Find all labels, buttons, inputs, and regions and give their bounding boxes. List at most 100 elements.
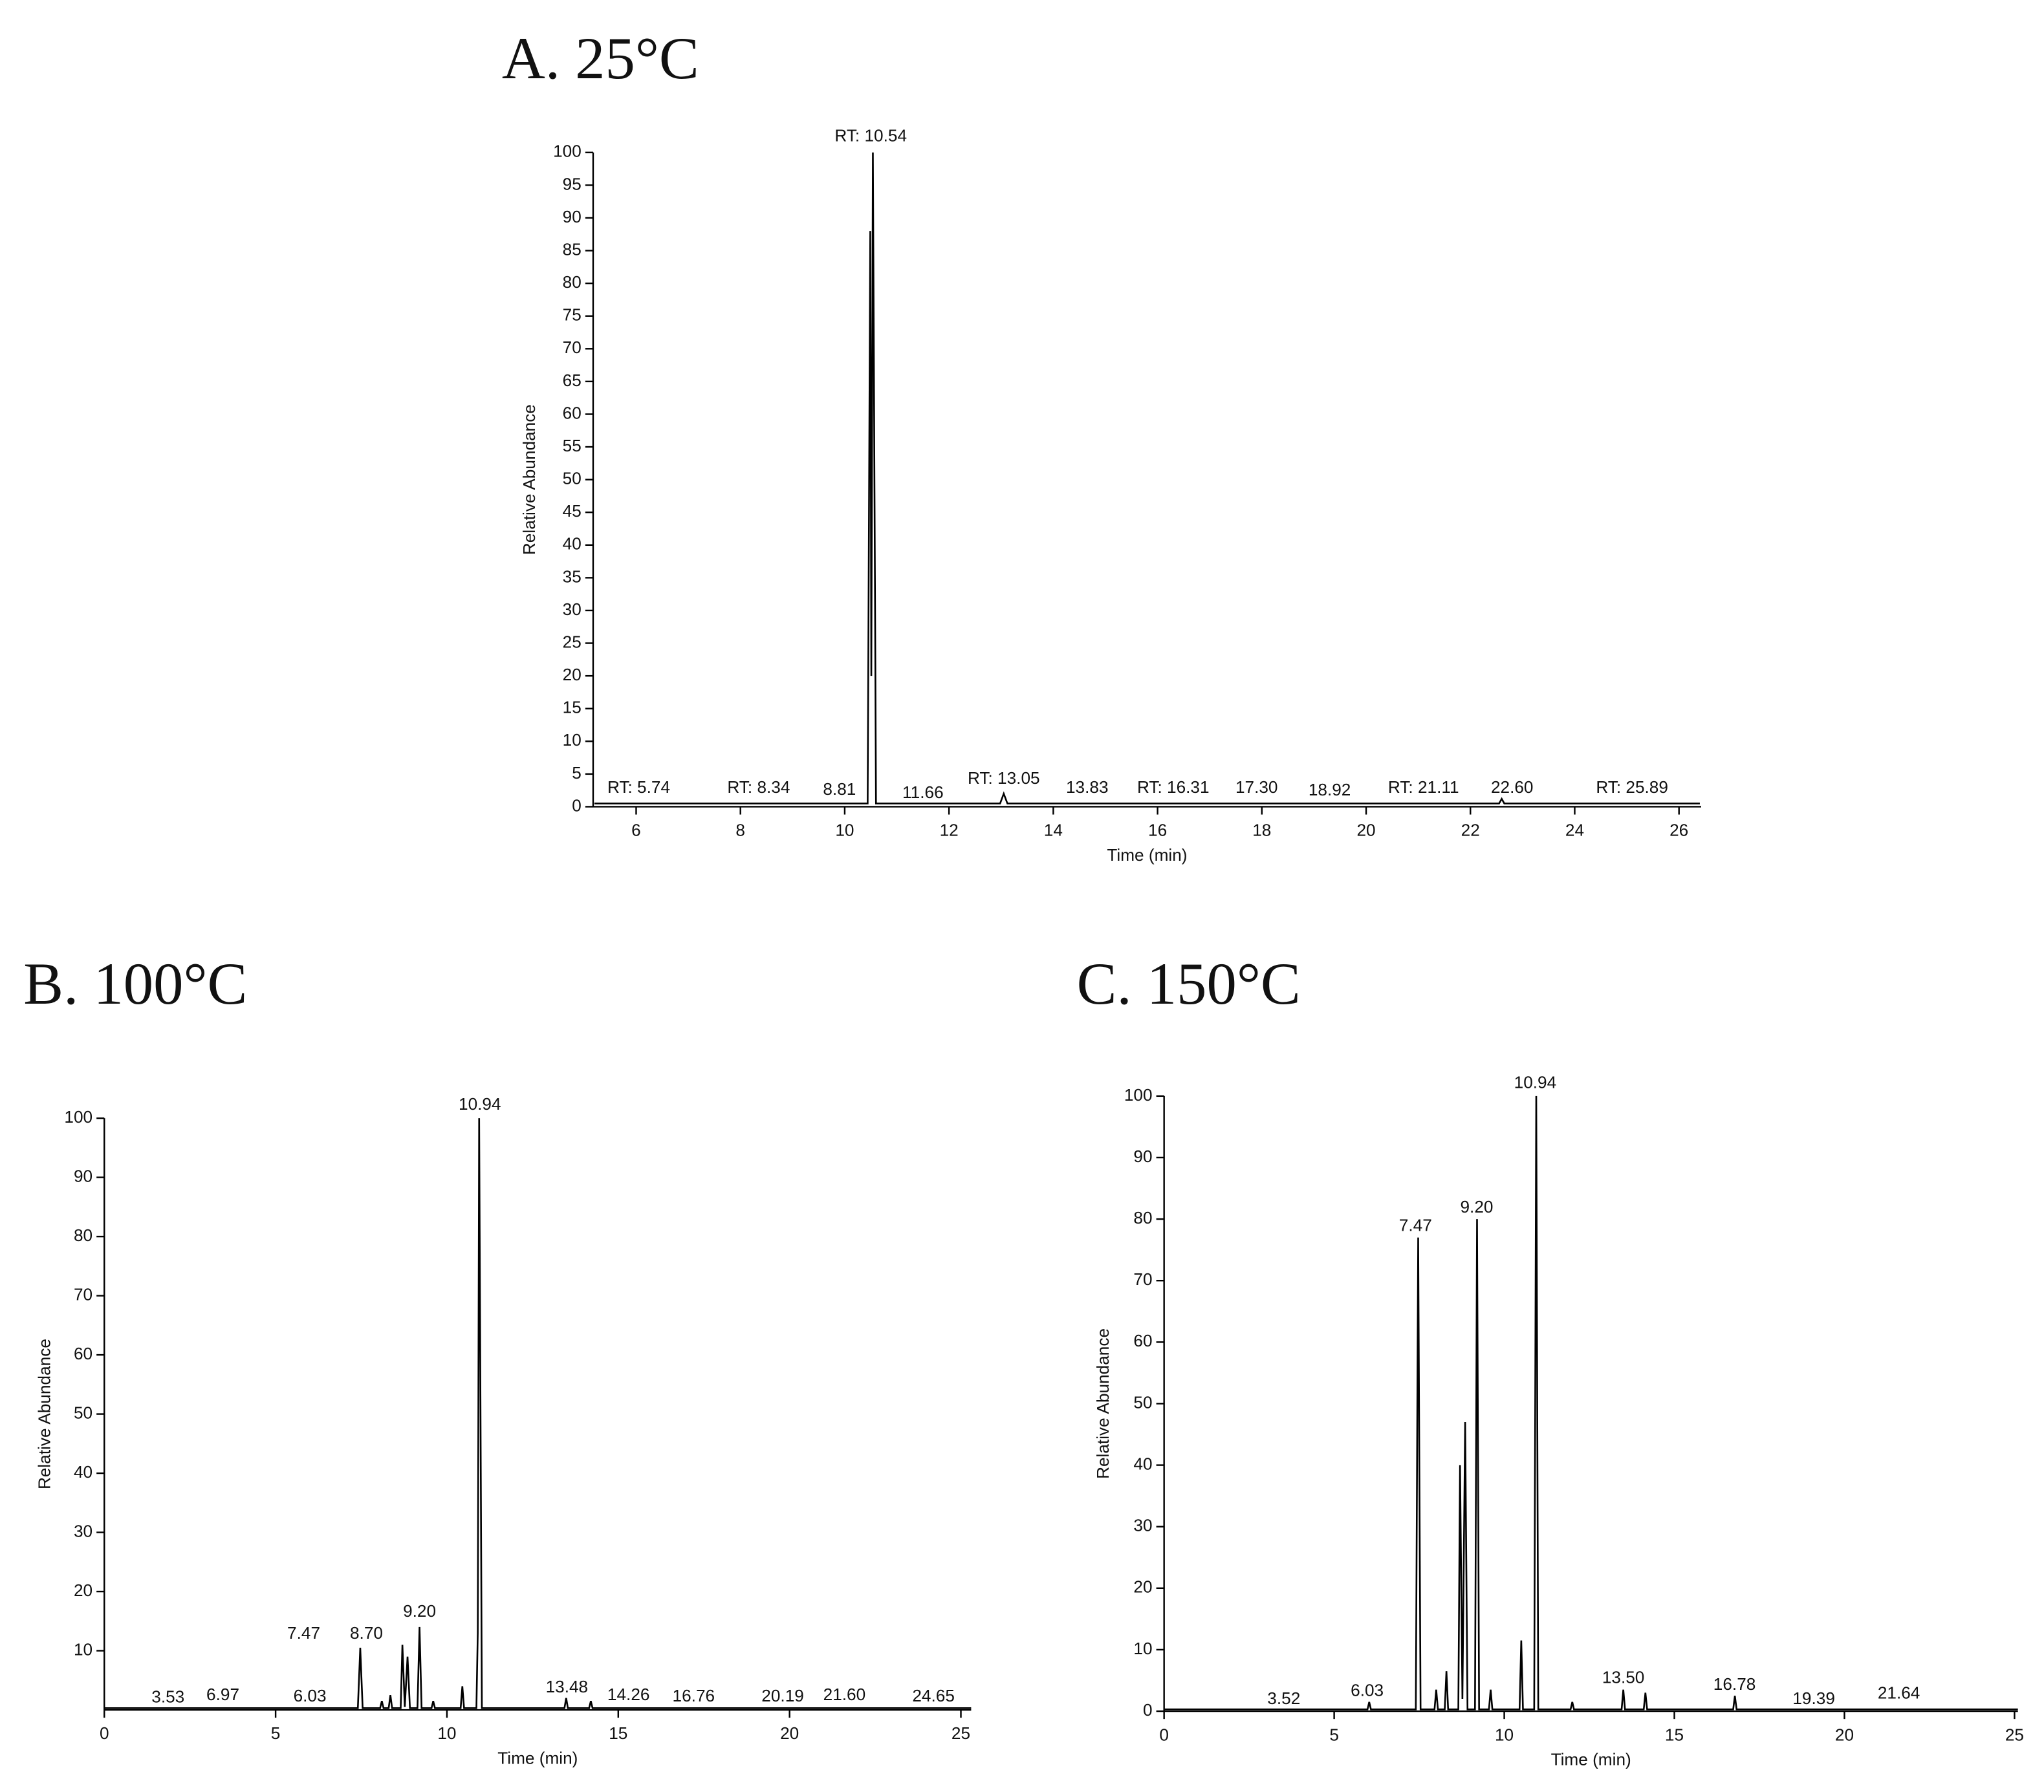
peak-label: RT: 16.31 [1137, 777, 1210, 797]
chart-title: C. 150°C [1077, 951, 1301, 1017]
peak-label: 20.19 [761, 1686, 804, 1705]
x-tick-label: 5 [1329, 1725, 1339, 1744]
chromatogram-trace [104, 1118, 972, 1709]
x-tick-label: 15 [1665, 1725, 1684, 1744]
y-tick-label: 100 [64, 1107, 92, 1127]
y-tick-label: 35 [563, 567, 582, 586]
y-tick-label: 70 [563, 338, 582, 357]
y-tick-label: 30 [1133, 1516, 1152, 1535]
peak-label: 8.70 [350, 1623, 383, 1643]
peak-label: 13.83 [1066, 777, 1109, 797]
y-tick-label: 100 [553, 142, 582, 161]
x-tick-label: 12 [940, 821, 959, 840]
y-tick-label: 80 [1133, 1208, 1152, 1227]
peak-label: 19.39 [1792, 1689, 1835, 1708]
peak-label: 7.47 [1399, 1215, 1432, 1235]
x-tick-label: 20 [780, 1723, 799, 1743]
x-tick-label: 22 [1461, 821, 1480, 840]
y-tick-label: 0 [1143, 1700, 1153, 1720]
peak-label: RT: 13.05 [968, 768, 1040, 788]
x-tick-label: 0 [100, 1723, 109, 1743]
y-tick-label: 10 [563, 730, 582, 750]
peak-label: 9.20 [1460, 1197, 1493, 1216]
peak-label: 7.47 [287, 1623, 320, 1643]
y-tick-label: 60 [74, 1344, 92, 1363]
x-tick-label: 10 [437, 1723, 456, 1743]
peak-label: 16.78 [1713, 1674, 1756, 1694]
chromatogram-trace [1164, 1096, 2018, 1711]
y-tick-label: 10 [74, 1639, 92, 1659]
x-tick-label: 10 [835, 821, 854, 840]
y-tick-label: 40 [74, 1462, 92, 1482]
peak-label: 17.30 [1235, 777, 1278, 797]
y-tick-label: 80 [563, 272, 582, 292]
peak-label: 10.94 [1514, 1073, 1557, 1092]
y-tick-label: 20 [74, 1581, 92, 1600]
x-tick-label: 5 [271, 1723, 281, 1743]
peak-label: 9.20 [403, 1601, 436, 1621]
x-tick-label: 20 [1356, 821, 1375, 840]
y-axis-label: Relative Abundance [1093, 1328, 1113, 1479]
y-tick-label: 30 [563, 599, 582, 619]
x-axis-label: Time (min) [1551, 1750, 1631, 1769]
y-tick-label: 30 [74, 1521, 92, 1540]
peak-label: 22.60 [1491, 777, 1534, 797]
x-tick-label: 15 [609, 1723, 627, 1743]
x-tick-label: 20 [1835, 1725, 1854, 1744]
x-axis-label: Time (min) [497, 1749, 578, 1768]
y-tick-label: 75 [563, 305, 582, 325]
chart-title: A. 25°C [502, 25, 699, 92]
x-axis-label: Time (min) [1107, 845, 1187, 865]
peak-label: 6.03 [294, 1686, 327, 1705]
y-tick-label: 55 [563, 436, 582, 455]
peak-label: RT: 10.54 [834, 125, 907, 145]
peak-label: 21.64 [1878, 1683, 1920, 1702]
peak-label: RT: 21.11 [1388, 777, 1459, 797]
peak-label: 3.53 [151, 1687, 184, 1707]
y-tick-label: 95 [563, 174, 582, 193]
x-tick-label: 10 [1495, 1725, 1514, 1744]
y-tick-label: 60 [1133, 1331, 1152, 1350]
y-tick-label: 5 [572, 763, 582, 783]
y-tick-label: 70 [74, 1285, 92, 1304]
x-tick-label: 16 [1148, 821, 1167, 840]
x-tick-label: 26 [1669, 821, 1688, 840]
peak-label: 13.48 [546, 1677, 589, 1696]
y-tick-label: 40 [563, 534, 582, 554]
y-tick-label: 50 [563, 469, 582, 488]
peak-label: RT: 25.89 [1596, 777, 1668, 797]
peak-label: RT: 5.74 [607, 777, 670, 797]
x-tick-label: 25 [2005, 1725, 2024, 1744]
y-tick-label: 70 [1133, 1269, 1152, 1289]
peak-label: 11.66 [902, 783, 944, 802]
chromatogram-trace [594, 152, 1700, 804]
peak-label: 16.76 [673, 1686, 715, 1705]
peak-label: 21.60 [823, 1685, 866, 1704]
y-tick-label: 100 [1124, 1085, 1153, 1105]
peak-label: 6.03 [1351, 1681, 1384, 1700]
peak-label: RT: 8.34 [727, 777, 790, 797]
x-tick-label: 0 [1159, 1725, 1169, 1744]
y-tick-label: 15 [563, 698, 582, 717]
peak-label: 3.52 [1267, 1689, 1300, 1708]
x-tick-label: 24 [1565, 821, 1584, 840]
y-tick-label: 20 [563, 665, 582, 684]
peak-label: 8.81 [823, 779, 856, 799]
peak-label: 14.26 [607, 1685, 650, 1704]
y-tick-label: 85 [563, 239, 582, 259]
y-axis-label: Relative Abundance [34, 1339, 54, 1489]
peak-label: 6.97 [206, 1685, 239, 1704]
x-tick-label: 18 [1252, 821, 1271, 840]
y-tick-label: 60 [563, 403, 582, 422]
y-tick-label: 80 [74, 1225, 92, 1245]
y-tick-label: 45 [563, 501, 582, 521]
y-tick-label: 20 [1133, 1577, 1152, 1597]
y-tick-label: 25 [563, 632, 582, 651]
y-tick-label: 90 [563, 207, 582, 226]
x-tick-label: 14 [1044, 821, 1063, 840]
x-tick-label: 6 [631, 821, 641, 840]
peak-label: 10.94 [459, 1094, 501, 1114]
chart-title: B. 100°C [23, 951, 247, 1017]
y-tick-label: 50 [74, 1403, 92, 1422]
